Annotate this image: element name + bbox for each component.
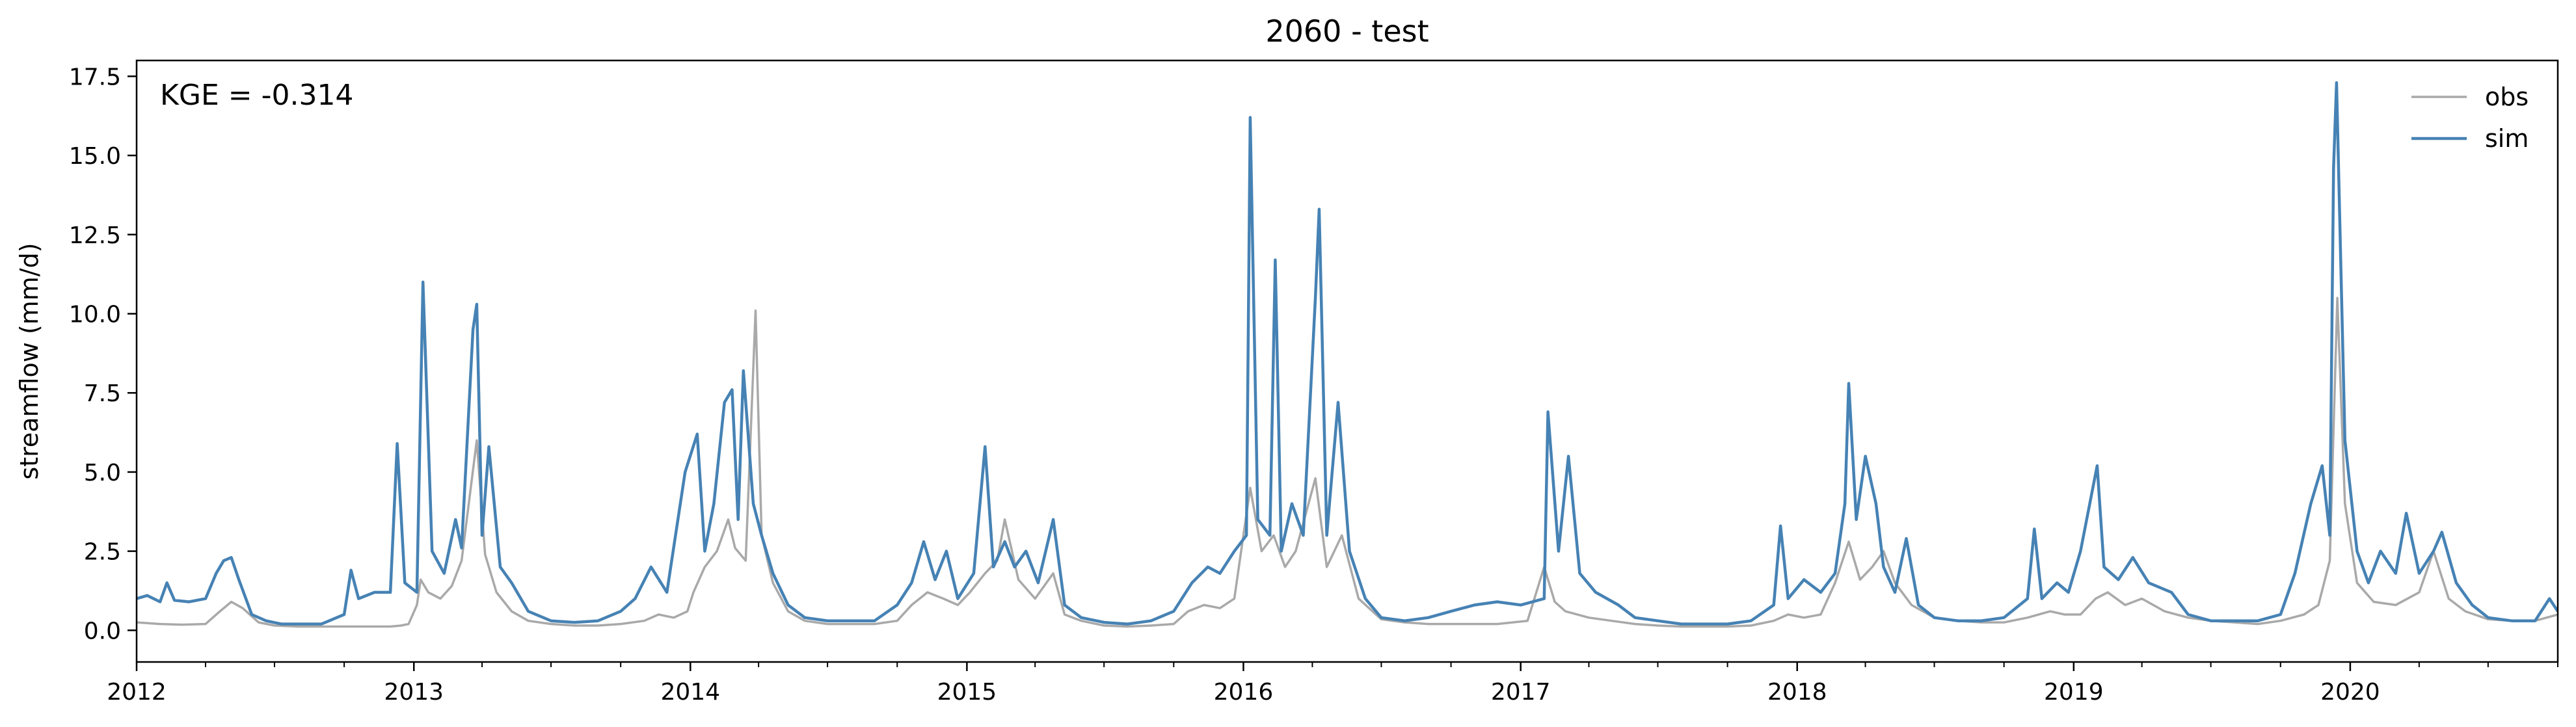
legend-label-obs: obs: [2485, 83, 2529, 111]
y-tick-label: 2.5: [84, 539, 121, 566]
chart-title: 2060 - test: [1265, 14, 1429, 49]
axes-layer: [135, 59, 2559, 663]
legend-label-sim: sim: [2485, 124, 2529, 153]
y-axis-label: streamflow (mm/d): [15, 243, 44, 479]
x-tick-label: 2015: [937, 679, 997, 706]
y-tick-label: 7.5: [84, 380, 121, 407]
x-tick-label: 2012: [107, 679, 167, 706]
y-tick-label: 12.5: [69, 222, 121, 249]
y-tick-label: 17.5: [69, 64, 121, 90]
x-tick-label: 2017: [1491, 679, 1551, 706]
x-tick-label: 2014: [660, 679, 720, 706]
series-line-obs: [137, 297, 2558, 628]
x-axis-ticks: 2012 2013 2014 2015 2016 2017 2018 2019 2020: [107, 662, 2380, 706]
y-axis-ticks: 0.0 2.5 5.0 7.5 10.0 12.5 15.0 17.5: [69, 64, 137, 644]
x-tick-label: 2018: [1767, 679, 1827, 706]
chart-legend: obs sim: [2411, 83, 2529, 153]
x-tick-label: 2016: [1214, 679, 1274, 706]
y-tick-label: 10.0: [69, 301, 121, 328]
series-layer: [137, 81, 2558, 628]
y-tick-label: 0.0: [84, 618, 121, 644]
x-tick-label: 2020: [2320, 679, 2380, 706]
x-axis-minor-ticks: [204, 662, 2558, 667]
series-line-sim: [137, 81, 2558, 626]
x-tick-label: 2013: [384, 679, 444, 706]
kge-annotation: KGE = -0.314: [160, 79, 353, 112]
plot-frame: [135, 59, 2559, 663]
y-tick-label: 5.0: [84, 460, 121, 486]
x-tick-label: 2019: [2044, 679, 2104, 706]
y-tick-label: 15.0: [69, 143, 121, 170]
